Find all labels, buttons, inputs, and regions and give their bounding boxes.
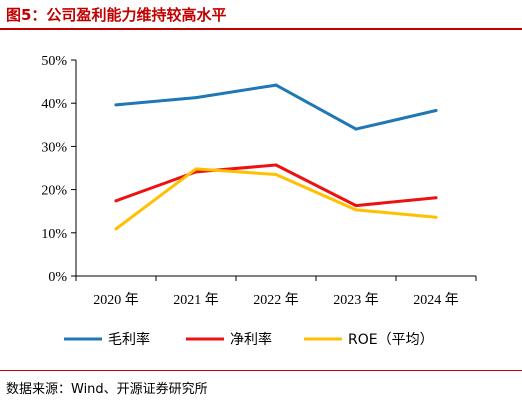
data-point (194, 167, 198, 171)
y-tick-label: 40% (41, 97, 67, 112)
x-tick-label: 2022 年 (253, 292, 299, 308)
y-tick-label: 0% (48, 270, 67, 285)
series-line (114, 83, 438, 131)
data-point (434, 196, 438, 200)
data-point (434, 215, 438, 219)
x-tick-label: 2023 年 (333, 292, 379, 308)
y-tick-label: 50% (41, 54, 67, 69)
data-point (194, 96, 198, 100)
chart-axes: 0% 10% 20% 30% 40% 50% 2020 年 2021 年 2022 年 2023 … (41, 54, 477, 308)
legend-label: 净利率 (230, 331, 272, 348)
y-tick-label: 30% (41, 140, 67, 155)
source-note: 数据来源：Wind、开源证券研究所 (6, 382, 208, 397)
data-point (274, 172, 278, 176)
data-point (434, 109, 438, 113)
x-tick-label: 2024 年 (413, 292, 459, 308)
chart-legend: 毛利率 净利率 ROE（平均） (64, 331, 434, 348)
source-divider (0, 370, 522, 371)
data-point (114, 227, 118, 231)
legend-label: ROE（平均） (348, 332, 434, 348)
data-point (274, 163, 278, 167)
series-line (114, 167, 438, 231)
x-tick-label: 2020 年 (93, 292, 139, 308)
data-point (274, 83, 278, 87)
data-point (354, 127, 358, 131)
y-tick-label: 20% (41, 184, 67, 199)
title-divider (0, 28, 522, 30)
data-point (114, 103, 118, 107)
figure-title: 图5：公司盈利能力维持较高水平 (6, 6, 227, 24)
x-tick-label: 2021 年 (173, 292, 219, 308)
legend-label: 毛利率 (108, 331, 150, 348)
data-point (114, 199, 118, 203)
data-point (354, 208, 358, 212)
chart-series (114, 83, 438, 231)
y-tick-label: 10% (41, 227, 67, 242)
data-point (354, 204, 358, 208)
series-line (114, 163, 438, 208)
line-chart: 0% 10% 20% 30% 40% 50% 2020 年 2021 年 2022 年 2023 … (41, 54, 477, 348)
